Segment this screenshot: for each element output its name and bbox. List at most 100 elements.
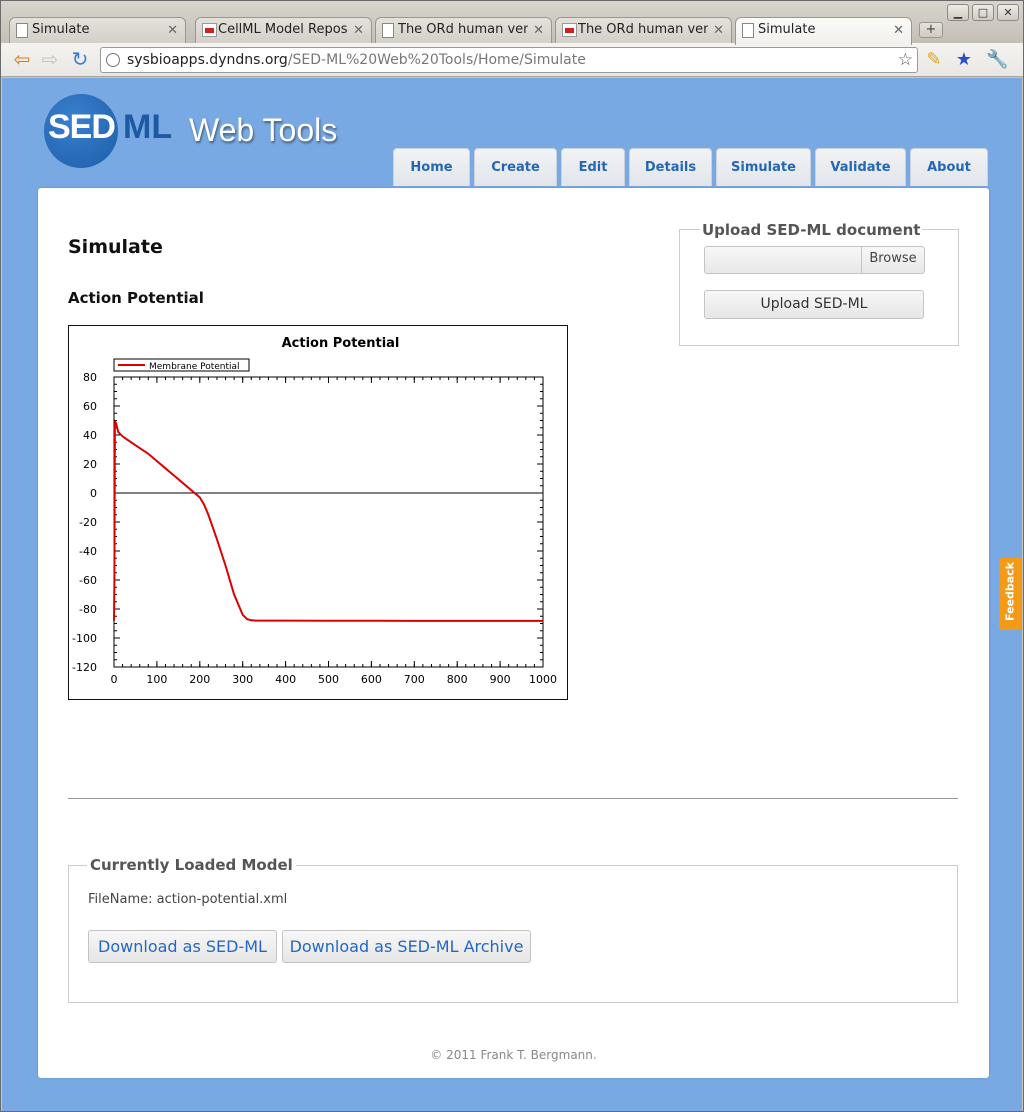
nav-about[interactable]: About (910, 148, 988, 186)
page-icon (742, 23, 754, 38)
browser-tab[interactable]: The ORd human ventricular ✕ (375, 17, 552, 44)
wrench-icon[interactable]: 🔧 (986, 49, 1009, 70)
tab-title: The ORd human ventricular (398, 22, 528, 37)
tab-title: CellML Model Repository (218, 22, 348, 37)
close-icon[interactable]: ✕ (893, 23, 904, 38)
file-input[interactable]: Browse (704, 246, 925, 274)
nav-create[interactable]: Create (474, 148, 557, 186)
x-tick-label: 100 (146, 673, 167, 686)
tab-strip: Simulate ✕ CellML Model Repository ✕ The… (1, 1, 1023, 45)
upload-panel: Upload SED-ML document Browse Upload SED… (679, 221, 959, 346)
page-icon (16, 23, 28, 38)
globe-icon (106, 53, 120, 67)
cellml-icon (202, 23, 217, 37)
x-tick-label: 200 (189, 673, 210, 686)
page-icon (382, 23, 394, 38)
logo-sed: SED (48, 108, 116, 146)
plot-frame (113, 376, 544, 668)
y-tick-label: -40 (79, 545, 97, 558)
download-sedml-button[interactable]: Download as SED-ML (88, 930, 277, 963)
nav-simulate[interactable]: Simulate (716, 148, 811, 186)
legend-label: Membrane Potential (149, 362, 240, 372)
x-tick-label: 600 (361, 673, 382, 686)
feedback-tab[interactable]: Feedback (999, 558, 1021, 630)
browse-button[interactable]: Browse (861, 247, 924, 273)
tab-title: Simulate (758, 22, 816, 37)
download-archive-button[interactable]: Download as SED-ML Archive (282, 930, 531, 963)
filename-label: FileName: (88, 892, 153, 907)
bookmark-star-filled-icon[interactable]: ★ (955, 49, 973, 70)
loaded-model-legend: Currently Loaded Model (87, 856, 296, 874)
filename-row: FileName: action-potential.xml (88, 892, 287, 907)
nav-validate[interactable]: Validate (815, 148, 906, 186)
nav-edit[interactable]: Edit (561, 148, 625, 186)
browser-tab[interactable]: CellML Model Repository ✕ (195, 17, 372, 44)
url-host: sysbioapps.dyndns.org (127, 52, 288, 68)
y-tick-label: 80 (83, 371, 97, 384)
x-tick-label: 700 (404, 673, 425, 686)
logo-ml: ML (123, 108, 173, 146)
y-tick-label: -120 (72, 661, 97, 674)
nav-home[interactable]: Home (393, 148, 470, 186)
x-tick-label: 900 (490, 673, 511, 686)
x-tick-label: 800 (447, 673, 468, 686)
tab-title: Simulate (32, 22, 90, 37)
y-tick-label: 40 (83, 429, 97, 442)
sedml-logo[interactable]: SED ML Web Tools (44, 94, 364, 168)
filename-value: action-potential.xml (156, 892, 288, 907)
legend-box (113, 358, 250, 372)
browser-toolbar: ⇦ ⇨ ↻ sysbioapps.dyndns.org/SED-ML%20Web… (1, 43, 1023, 77)
y-tick-label: -20 (79, 516, 97, 529)
y-tick-label: -100 (72, 632, 97, 645)
page-action-icon[interactable]: ✎ (926, 49, 942, 70)
address-bar[interactable]: sysbioapps.dyndns.org/SED-ML%20Web%20Too… (100, 47, 918, 73)
page-title: Simulate (68, 236, 163, 258)
browser-tab[interactable]: The ORd human ventricular ✕ (555, 17, 732, 44)
y-tick-label: 60 (83, 400, 97, 413)
cellml-icon (562, 23, 577, 37)
footer-copyright: © 2011 Frank T. Bergmann. (430, 1048, 597, 1062)
logo-circle (44, 94, 118, 168)
browser-tab[interactable]: Simulate ✕ (9, 17, 186, 44)
x-tick-label: 0 (111, 673, 118, 686)
chart-heading: Action Potential (68, 289, 204, 307)
bookmark-star-icon[interactable]: ☆ (897, 50, 913, 70)
upload-legend: Upload SED-ML document (700, 221, 923, 239)
close-icon[interactable]: ✕ (167, 23, 178, 38)
feedback-label: Feedback (1003, 562, 1017, 621)
x-tick-label: 1000 (529, 673, 557, 686)
y-tick-label: 0 (90, 487, 97, 500)
tab-title: The ORd human ventricular (578, 22, 708, 37)
y-tick-label: 20 (83, 458, 97, 471)
x-tick-label: 300 (232, 673, 253, 686)
back-arrow-icon[interactable]: ⇦ (13, 47, 31, 71)
divider (68, 798, 958, 799)
url-path: /SED-ML%20Web%20Tools/Home/Simulate (287, 52, 586, 68)
maximize-button[interactable]: □ (972, 4, 994, 21)
loaded-model-panel: Currently Loaded Model FileName: action-… (68, 856, 958, 1003)
x-tick-label: 400 (275, 673, 296, 686)
close-window-button[interactable]: ✕ (997, 4, 1019, 21)
main-nav: Home Create Edit Details Simulate Valida… (2, 148, 1022, 186)
chart-title: Action Potential (282, 336, 400, 351)
page-viewport: SED ML Web Tools Home Create Edit Detail… (2, 78, 1022, 1111)
upload-sedml-button[interactable]: Upload SED-ML (704, 290, 924, 319)
minimize-button[interactable]: ▁ (947, 4, 969, 21)
content-panel: Simulate Action Potential Action Potenti… (38, 188, 989, 1078)
close-icon[interactable]: ✕ (713, 23, 724, 38)
logo-web-tools: Web Tools (189, 112, 338, 148)
new-tab-button[interactable]: + (919, 22, 943, 38)
y-tick-label: -60 (79, 574, 97, 587)
browser-tab-active[interactable]: Simulate ✕ (735, 17, 912, 45)
action-potential-chart: Action Potential 0 100 200 300 400 500 600 700 80… (68, 325, 568, 700)
nav-details[interactable]: Details (629, 148, 712, 186)
y-tick-label: -80 (79, 603, 97, 616)
x-tick-label: 500 (318, 673, 339, 686)
series-line-membrane-potential (113, 418, 543, 622)
reload-icon[interactable]: ↻ (71, 47, 89, 71)
forward-arrow-icon[interactable]: ⇨ (41, 47, 59, 71)
close-icon[interactable]: ✕ (533, 23, 544, 38)
close-icon[interactable]: ✕ (353, 23, 364, 38)
